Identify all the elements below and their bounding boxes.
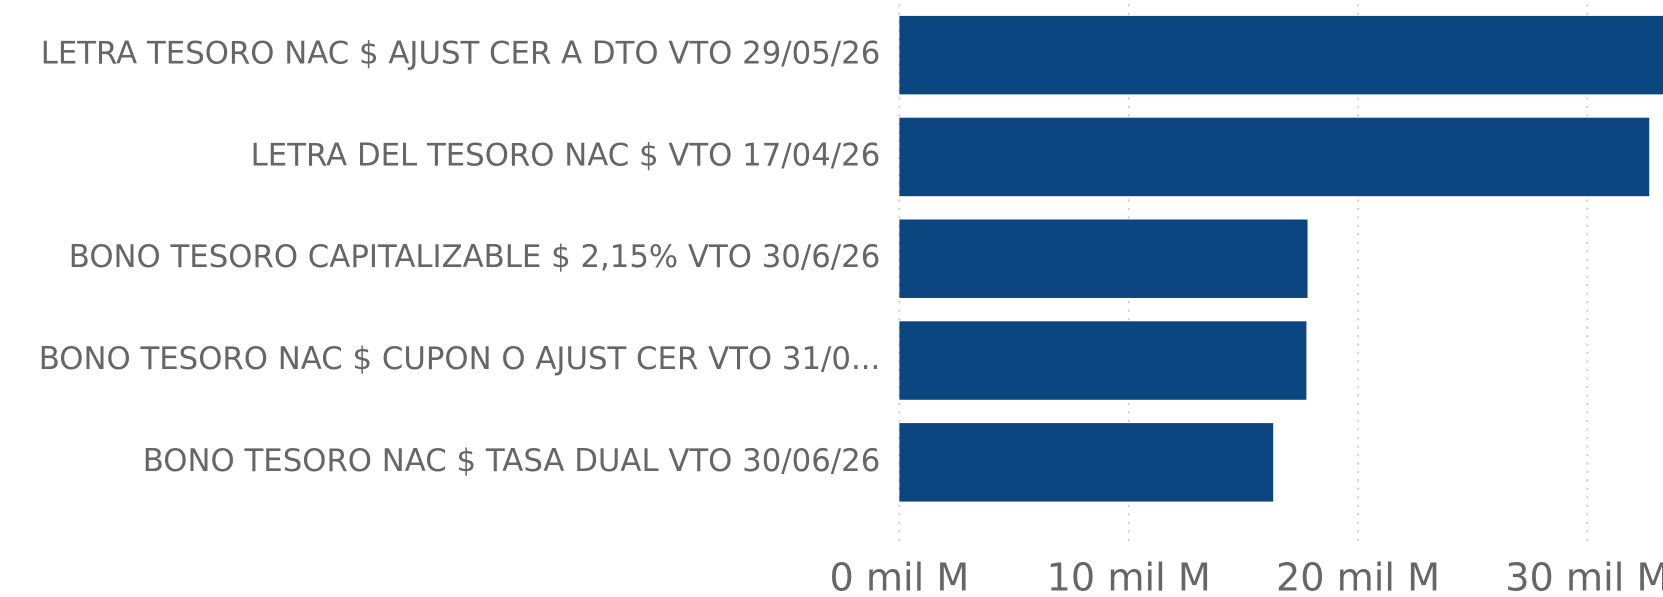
x-tick-label: 0 mil M [829, 557, 969, 597]
bar [899, 219, 1308, 298]
y-tick-label: BONO TESORO CAPITALIZABLE $ 2,15% VTO 30… [69, 239, 881, 275]
x-tick-label: 30 mil M [1505, 557, 1663, 597]
bar [899, 423, 1274, 502]
y-tick-label: BONO TESORO NAC $ TASA DUAL VTO 30/06/26 [143, 443, 881, 479]
bar [899, 117, 1650, 197]
y-tick-label: LETRA DEL TESORO NAC $ VTO 17/04/26 [251, 137, 881, 173]
bar [899, 321, 1307, 400]
bar [899, 15, 1663, 95]
y-tick-label: BONO TESORO NAC $ CUPON O AJUST CER VTO … [39, 341, 881, 377]
y-tick-label: LETRA TESORO NAC $ AJUST CER A DTO VTO 2… [41, 36, 881, 72]
x-tick-label: 20 mil M [1276, 557, 1440, 597]
x-tick-label: 10 mil M [1047, 557, 1211, 597]
